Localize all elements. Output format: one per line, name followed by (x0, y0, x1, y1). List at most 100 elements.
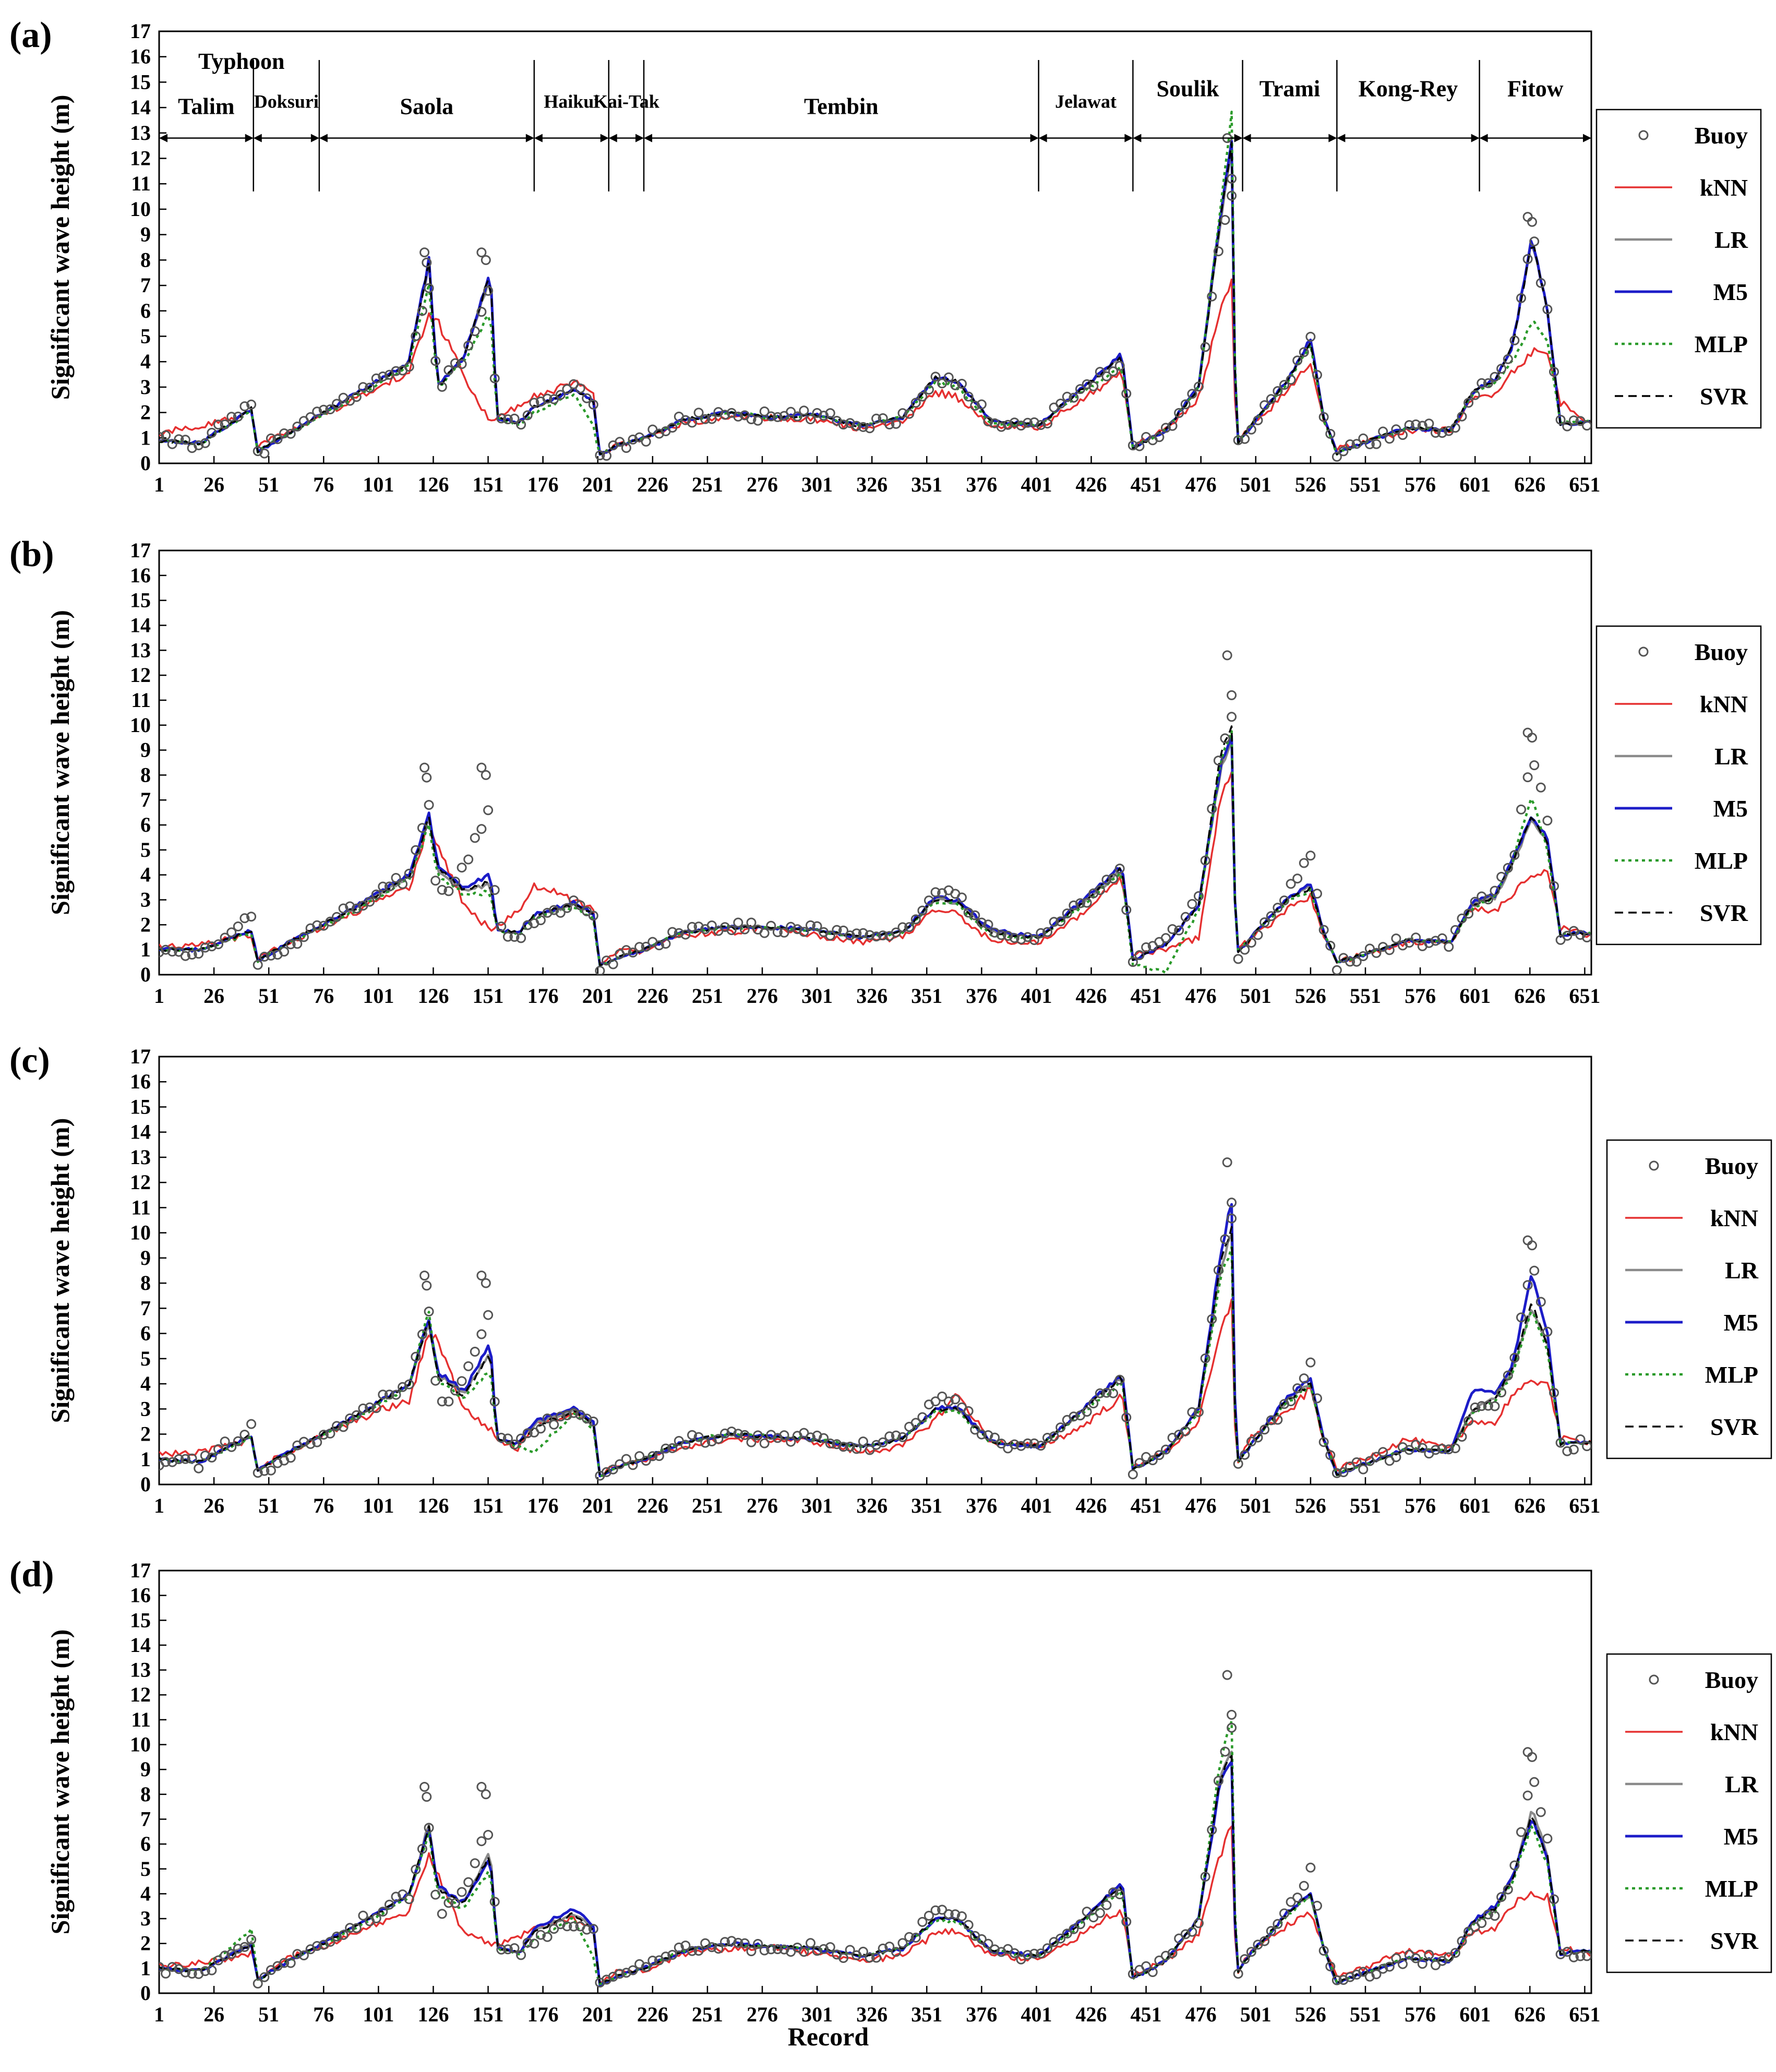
buoy-point (825, 1942, 835, 1953)
buoy-point (476, 824, 487, 834)
buoy-point (1490, 372, 1500, 382)
buoy-point (476, 247, 487, 258)
buoy-point (174, 434, 184, 445)
buoy-point (1154, 1450, 1165, 1460)
buoy-point (1516, 1827, 1526, 1837)
buoy-point (529, 398, 539, 408)
buoy-point (1161, 423, 1171, 433)
x-tick-label: 576 (1405, 2003, 1436, 2026)
buoy-point (1167, 1948, 1178, 1958)
buoy-point (641, 941, 651, 952)
buoy-point (806, 920, 815, 930)
buoy-point (1404, 938, 1414, 948)
buoy-point (422, 1792, 432, 1802)
buoy-point (509, 413, 520, 424)
buoy-point (1404, 1445, 1414, 1455)
buoy-point (1121, 1917, 1132, 1927)
x-tick-label: 76 (313, 984, 334, 1008)
legend-label-knn: kNN (1700, 174, 1748, 201)
x-tick-label: 576 (1405, 1494, 1436, 1517)
buoy-point (1187, 899, 1197, 909)
buoy-point (450, 1385, 460, 1396)
buoy-point (1029, 1948, 1039, 1959)
x-tick-label: 51 (258, 473, 279, 496)
buoy-point (970, 910, 980, 920)
buoy-point (766, 411, 776, 422)
buoy-point (1529, 1265, 1540, 1276)
buoy-point (1503, 863, 1513, 873)
buoy-point (575, 383, 585, 393)
x-tick-label: 251 (692, 1494, 723, 1517)
buoy-point (1088, 381, 1099, 391)
x-tick-label: 401 (1021, 473, 1052, 496)
x-tick-label: 551 (1350, 2003, 1381, 2026)
buoy-point (1286, 1396, 1296, 1407)
buoy-point (1483, 378, 1493, 388)
buoy-point (733, 1429, 743, 1439)
buoy-point (159, 1962, 164, 1972)
x-tick-label: 576 (1405, 984, 1436, 1008)
y-tick-label: 2 (140, 1932, 151, 1955)
y-tick-label: 16 (130, 1584, 151, 1607)
y-tick-label: 3 (140, 1907, 151, 1930)
buoy-point (1496, 871, 1507, 882)
x-tick-label: 626 (1514, 984, 1545, 1008)
buoy-point (1095, 367, 1105, 377)
buoy-point (1114, 1889, 1125, 1899)
buoy-point (404, 362, 414, 372)
y-tick-label: 16 (130, 1070, 151, 1093)
y-tick-label: 3 (140, 888, 151, 912)
buoy-point (1575, 416, 1586, 426)
y-tick-label: 12 (130, 147, 151, 170)
x-tick-label: 301 (801, 984, 833, 1008)
x-tick-label: 451 (1131, 1494, 1162, 1517)
buoy-point (1273, 1415, 1283, 1425)
buoy-point (654, 1451, 664, 1461)
buoy-point (693, 408, 704, 418)
buoy-point (1023, 1950, 1033, 1960)
buoy-point (233, 921, 243, 931)
buoy-point (1318, 1946, 1329, 1956)
buoy-point (535, 1930, 546, 1940)
buoy-point (1450, 1443, 1460, 1454)
buoy-point (595, 966, 605, 975)
buoy-point (404, 1379, 414, 1390)
buoy-point (1555, 415, 1566, 425)
buoy-point (253, 1468, 263, 1478)
buoy-point (851, 1444, 862, 1454)
buoy-point (1055, 1933, 1066, 1944)
buoy-point (424, 1307, 434, 1316)
arrow-head-right (1234, 134, 1243, 142)
buoy-point (910, 398, 921, 408)
buoy-point (239, 401, 250, 412)
arrow-head-left (534, 134, 543, 142)
buoy-point (1180, 1426, 1191, 1436)
x-tick-label: 151 (473, 2003, 504, 2026)
buoy-point (1253, 1432, 1263, 1443)
buoy-point (858, 422, 868, 432)
buoy-point (292, 1949, 303, 1959)
x-tick-label: 626 (1514, 2003, 1545, 2026)
buoy-point (1266, 911, 1276, 921)
legend-swatch-buoy (1649, 1160, 1659, 1171)
buoy-point (1411, 932, 1421, 943)
buoy-point (582, 1924, 592, 1935)
buoy-point (1227, 1213, 1237, 1224)
legend-label-buoy: Buoy (1695, 639, 1748, 665)
buoy-point (371, 1403, 381, 1414)
buoy-point (259, 448, 270, 459)
buoy-point (582, 906, 592, 916)
buoy-point (1411, 419, 1421, 429)
buoy-point (1371, 948, 1382, 958)
buoy-point (1331, 451, 1342, 462)
buoy-point (1378, 426, 1388, 437)
buoy-point (1450, 1948, 1460, 1958)
buoy-point (1055, 399, 1066, 409)
buoy-point (562, 903, 572, 913)
buoy-point (1351, 1457, 1362, 1467)
buoy-point (417, 1843, 427, 1854)
buoy-point (422, 772, 432, 783)
buoy-point (351, 1410, 362, 1420)
buoy-point (1180, 912, 1191, 922)
